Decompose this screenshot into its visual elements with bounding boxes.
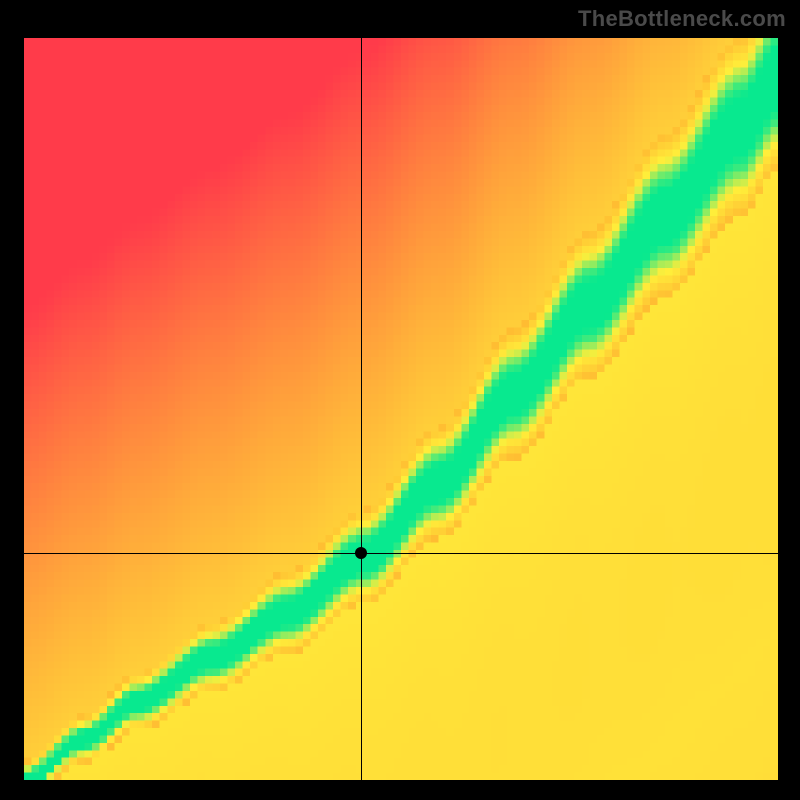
watermark-text: TheBottleneck.com [578, 6, 786, 32]
chart-stage: TheBottleneck.com [0, 0, 800, 800]
crosshair-horizontal [24, 553, 778, 554]
plot-area [24, 38, 778, 780]
crosshair-vertical [361, 38, 362, 780]
data-point-marker [355, 547, 367, 559]
heatmap-canvas [24, 38, 778, 780]
